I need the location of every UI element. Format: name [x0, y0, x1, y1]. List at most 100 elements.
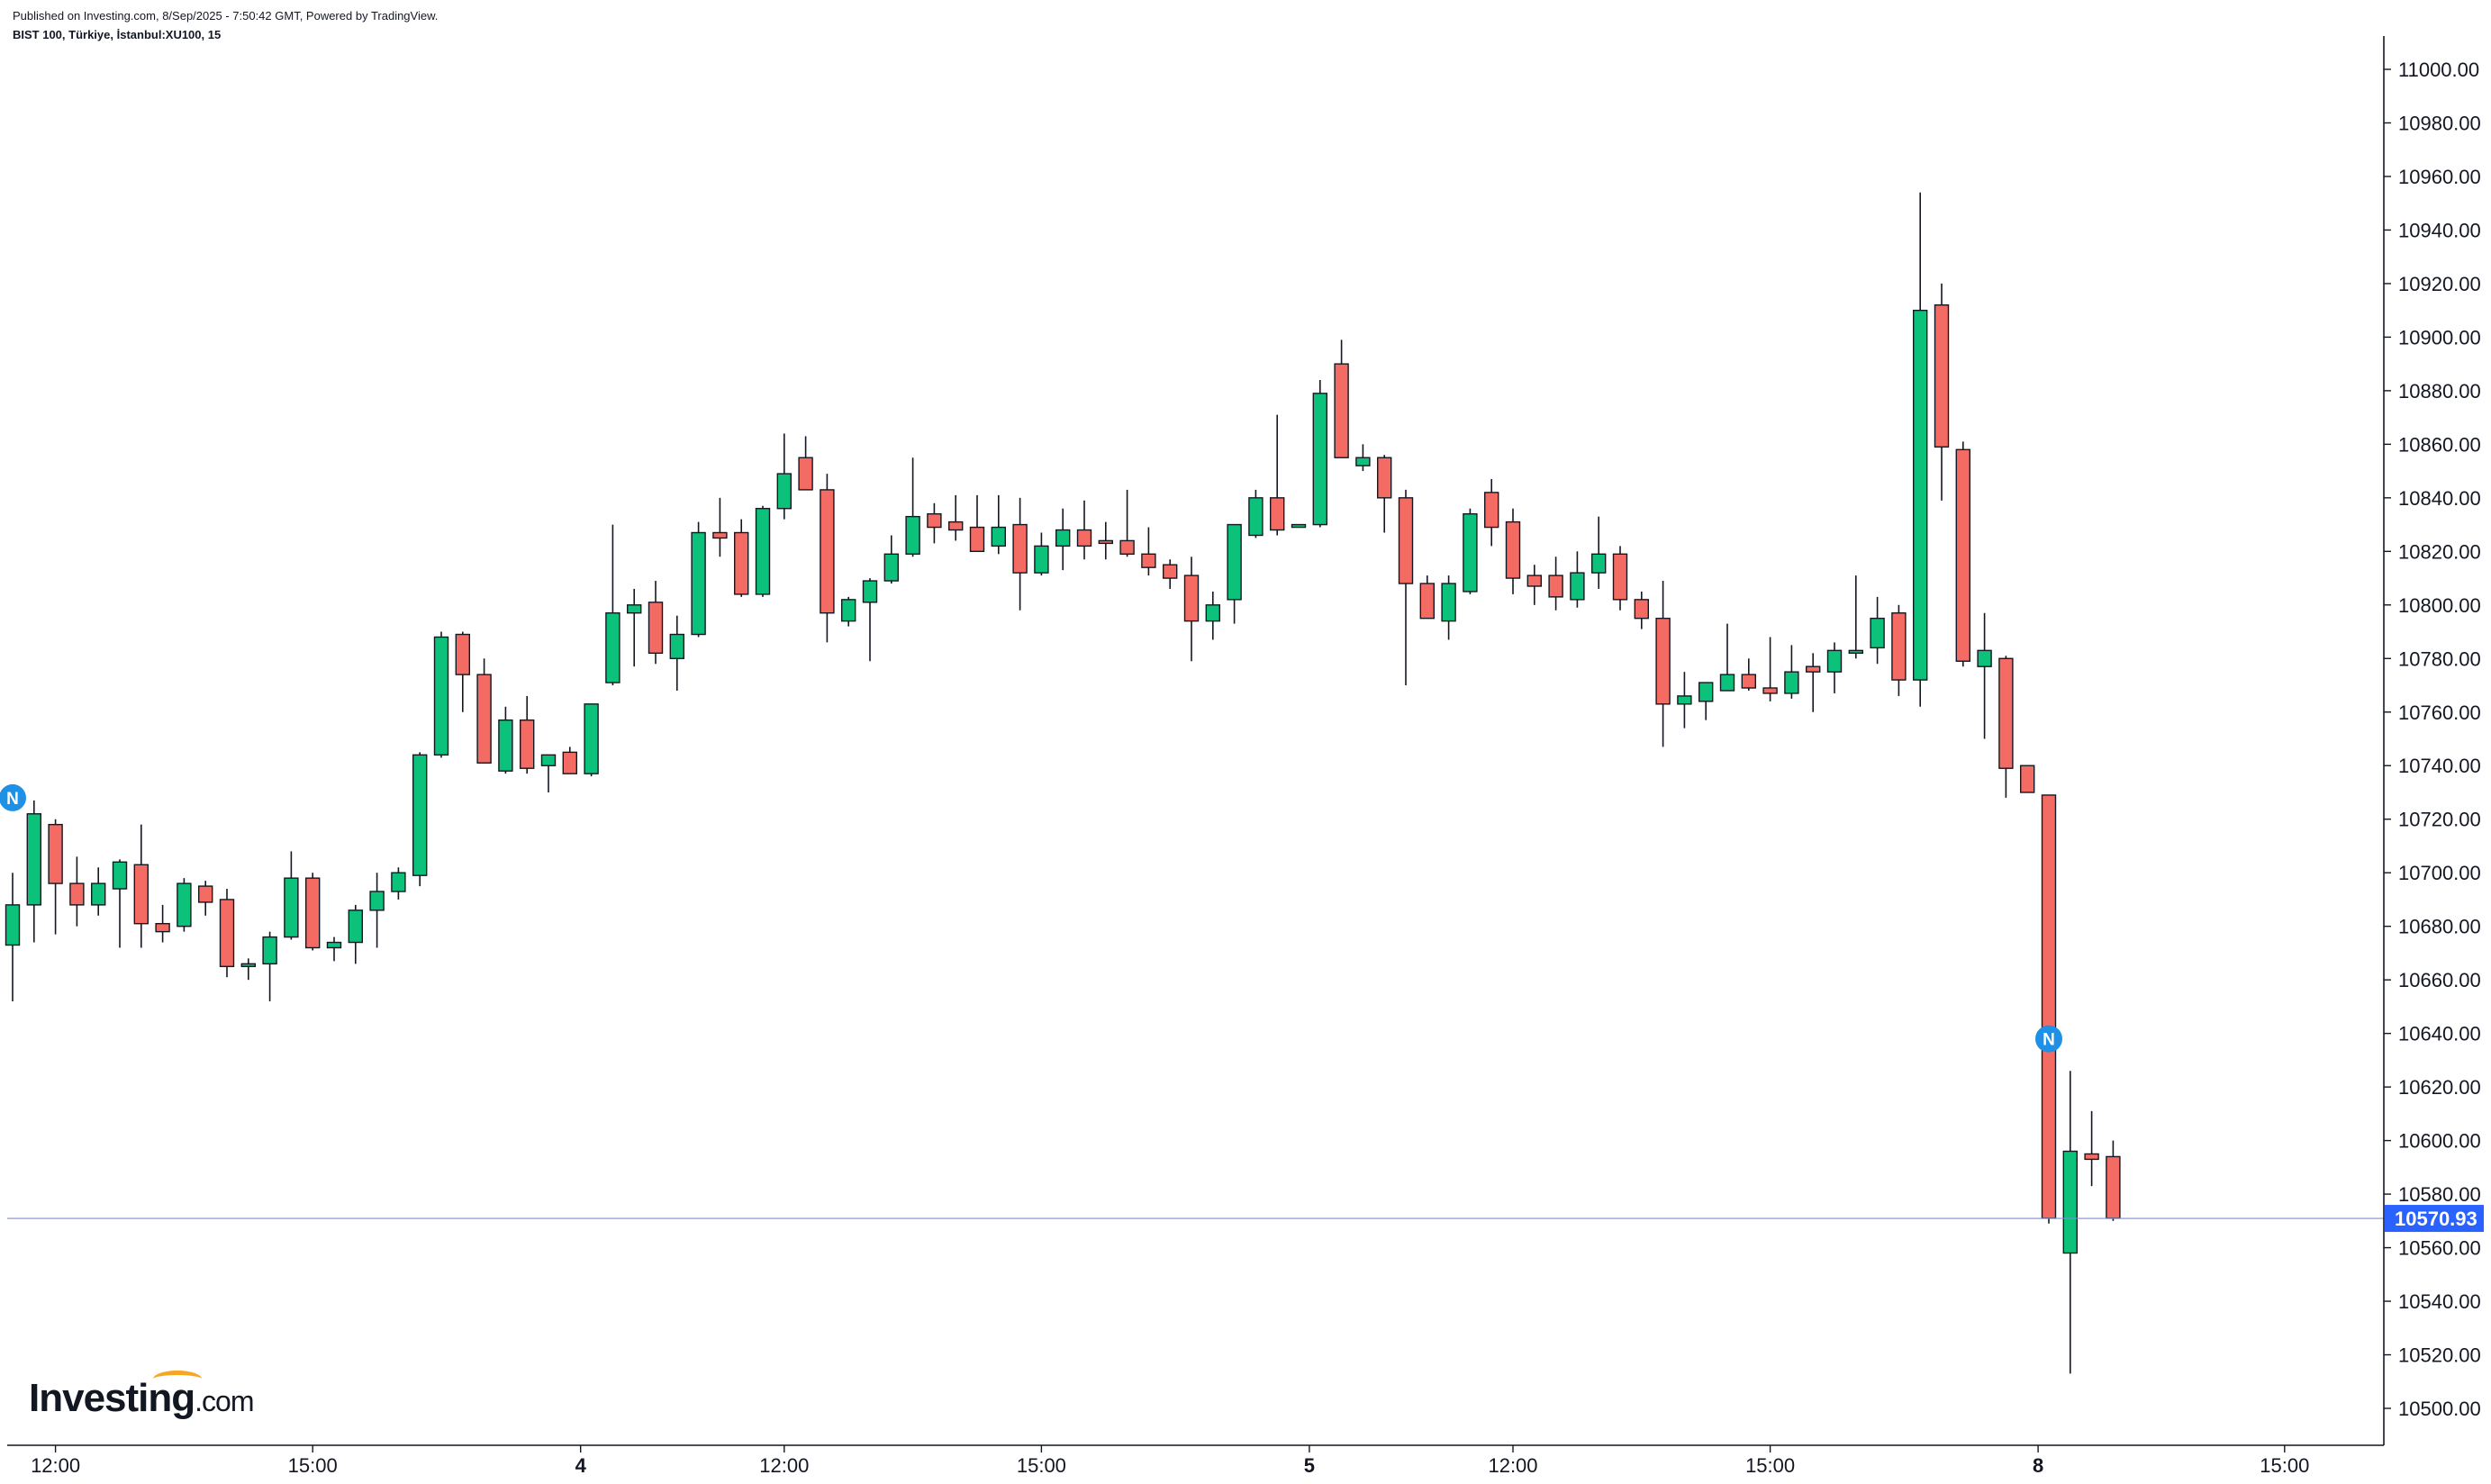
candle-body-down [1762, 687, 1778, 694]
y-tick-label: 10540.00 [2398, 1290, 2481, 1313]
candle-body-up [1291, 523, 1307, 529]
candle [155, 904, 170, 943]
candle-body-up [1227, 523, 1242, 601]
candle-body-down [476, 674, 492, 764]
y-tick-label: 10940.00 [2398, 219, 2481, 241]
candle [1098, 521, 1114, 560]
candle-body-down [1119, 539, 1135, 555]
candle-body-down [648, 602, 664, 655]
candle-body-up [862, 580, 878, 603]
candle-body-down [155, 923, 170, 933]
y-tick-label: 10700.00 [2398, 862, 2481, 884]
candle [947, 494, 964, 541]
y-tick-label: 10780.00 [2398, 647, 2481, 670]
news-markers-layer: NN [0, 783, 2062, 1053]
candle [1291, 523, 1307, 529]
candle [1055, 508, 1071, 571]
candle [69, 856, 85, 927]
candle [5, 873, 21, 1001]
candle-body-down [1483, 492, 1499, 529]
candle-body-up [1977, 649, 1992, 667]
candle-body-down [1548, 575, 1563, 598]
candle [433, 631, 449, 758]
candle-body-down [1183, 575, 1200, 622]
y-tick-label: 10660.00 [2398, 969, 2481, 991]
candle-body-up [1441, 583, 1456, 622]
chart-header: Published on Investing.com, 8/Sep/2025 -… [13, 7, 438, 45]
news-marker-icon: N [0, 783, 26, 811]
news-marker-circle [0, 783, 26, 811]
candle [1269, 414, 1285, 536]
candle-body-up [412, 754, 428, 876]
candle [1698, 682, 1714, 720]
candle [1463, 508, 1478, 594]
candle [883, 535, 899, 584]
y-tick-label: 10740.00 [2398, 755, 2481, 777]
candle-body-up [498, 719, 513, 772]
candle-body-up [112, 861, 128, 890]
candle-body-down [2041, 794, 2057, 1219]
candle [1590, 516, 1607, 589]
candle [1526, 565, 1543, 605]
candle [1655, 581, 1671, 747]
candle [905, 457, 920, 557]
candle-body-down [2019, 765, 2035, 793]
candle [1119, 489, 1135, 557]
candle-body-up [1205, 604, 1221, 622]
candle [476, 658, 492, 764]
candle [305, 873, 321, 951]
candle-body-down [1998, 657, 2014, 769]
candle-body-down [1098, 539, 1114, 545]
candle-body-down [1612, 553, 1628, 601]
candle [219, 889, 235, 978]
candle [1719, 623, 1735, 692]
candle-body-up [1698, 682, 1714, 702]
candle-body-up [2062, 1150, 2079, 1254]
y-tick-label: 10600.00 [2398, 1130, 2481, 1153]
y-tick-label: 10980.00 [2398, 112, 2481, 134]
candle [1634, 591, 1650, 629]
candle-body-down [1162, 564, 1178, 579]
candle [776, 433, 792, 520]
y-tick-label: 10640.00 [2398, 1023, 2481, 1045]
x-tick-label: 4 [575, 1454, 587, 1477]
candle [197, 881, 213, 916]
candle-body-down [1334, 363, 1349, 458]
y-tick-label: 10920.00 [2398, 273, 2481, 295]
candle [348, 904, 363, 964]
candle [1934, 283, 1950, 501]
candle-body-down [1955, 448, 1971, 662]
candle-body-down [197, 885, 213, 903]
candle-body-up [262, 936, 277, 965]
candle-body-up [584, 703, 599, 774]
candle-body-up [90, 882, 106, 906]
investing-logo: Investing.com [29, 1371, 255, 1421]
candle-body-down [219, 899, 235, 967]
candle-body-down [1141, 553, 1156, 568]
candle [369, 873, 385, 948]
news-marker-icon: N [2035, 1025, 2062, 1053]
candle-body-down [820, 489, 835, 614]
candle-body-up [1912, 309, 1928, 681]
x-tick-label: 5 [1304, 1454, 1315, 1477]
candle-body-up [755, 508, 771, 595]
y-axis: 10500.00 10520.00 10540.00 10560.00 10580.00… [2384, 59, 2481, 1420]
candle-body-up [433, 636, 449, 756]
candle-body-down [520, 719, 535, 769]
candle [1677, 672, 1692, 728]
candle [1826, 642, 1843, 693]
candle [712, 497, 728, 557]
candle [520, 695, 535, 774]
candle [1891, 604, 1907, 696]
candle [1548, 556, 1563, 611]
x-tick-label: 8 [2033, 1454, 2043, 1477]
candle [26, 800, 41, 943]
candle-body-up [540, 754, 557, 766]
candle-body-up [1719, 674, 1735, 692]
candle-body-up [1463, 512, 1478, 593]
candle-body-down [2106, 1155, 2121, 1219]
candle [2106, 1140, 2121, 1221]
candle-body-down [133, 864, 149, 925]
candle [2019, 765, 2035, 793]
